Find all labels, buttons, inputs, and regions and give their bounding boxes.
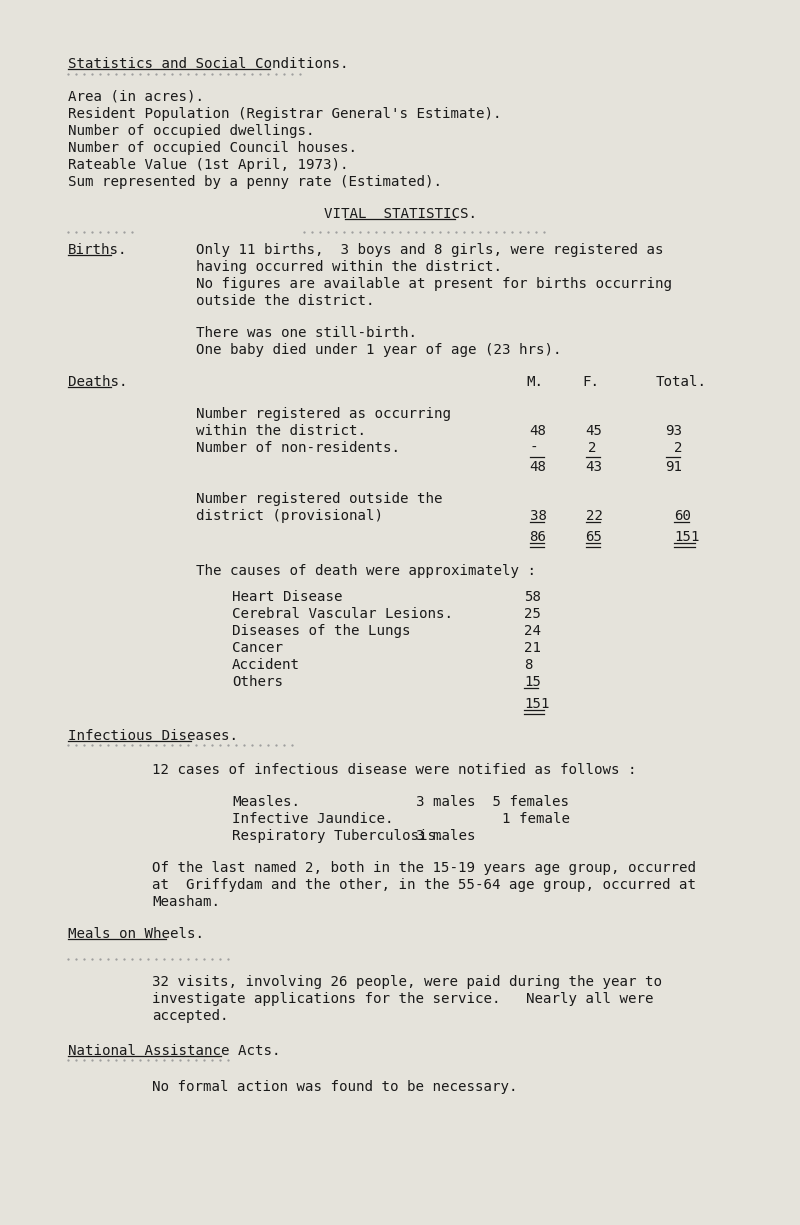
Text: 86: 86	[530, 530, 546, 544]
Text: within the district.: within the district.	[196, 424, 366, 439]
Text: Rateable Value (1st April, 1973).: Rateable Value (1st April, 1973).	[68, 158, 349, 172]
Text: The causes of death were approximately :: The causes of death were approximately :	[196, 564, 536, 578]
Text: Diseases of the Lungs: Diseases of the Lungs	[232, 624, 410, 638]
Text: 91: 91	[666, 461, 682, 474]
Text: Number registered outside the: Number registered outside the	[196, 492, 442, 506]
Text: Number registered as occurring: Number registered as occurring	[196, 407, 451, 421]
Text: district (provisional): district (provisional)	[196, 510, 383, 523]
Text: outside the district.: outside the district.	[196, 294, 374, 307]
Text: Statistics and Social Conditions.: Statistics and Social Conditions.	[68, 58, 349, 71]
Text: VITAL  STATISTICS.: VITAL STATISTICS.	[323, 207, 477, 220]
Text: F.: F.	[582, 375, 599, 390]
Text: Number of occupied Council houses.: Number of occupied Council houses.	[68, 141, 357, 156]
Text: 45: 45	[586, 424, 602, 439]
Text: Sum represented by a penny rate (Estimated).: Sum represented by a penny rate (Estimat…	[68, 175, 442, 189]
Text: 93: 93	[666, 424, 682, 439]
Text: at  Griffydam and the other, in the 55-64 age group, occurred at: at Griffydam and the other, in the 55-64…	[152, 878, 696, 892]
Text: 48: 48	[530, 461, 546, 474]
Text: No formal action was found to be necessary.: No formal action was found to be necessa…	[152, 1080, 518, 1094]
Text: Measham.: Measham.	[152, 895, 220, 909]
Text: -: -	[530, 441, 538, 454]
Text: Infective Jaundice.: Infective Jaundice.	[232, 812, 394, 826]
Text: 32 visits, involving 26 people, were paid during the year to: 32 visits, involving 26 people, were pai…	[152, 975, 662, 989]
Text: 21: 21	[524, 641, 541, 655]
Text: Respiratory Tuberculosis.: Respiratory Tuberculosis.	[232, 829, 445, 843]
Text: Accident: Accident	[232, 658, 300, 673]
Text: 58: 58	[524, 590, 541, 604]
Text: Deaths.: Deaths.	[68, 375, 127, 390]
Text: Total.: Total.	[656, 375, 707, 390]
Text: 22: 22	[586, 510, 602, 523]
Text: 1 female: 1 female	[502, 812, 570, 826]
Text: Meals on Wheels.: Meals on Wheels.	[68, 927, 204, 941]
Text: 38: 38	[530, 510, 546, 523]
Text: Measles.: Measles.	[232, 795, 300, 808]
Text: 25: 25	[524, 608, 541, 621]
Text: 2: 2	[674, 441, 683, 454]
Text: 60: 60	[674, 510, 691, 523]
Text: Infectious Diseases.: Infectious Diseases.	[68, 729, 238, 744]
Text: Cancer: Cancer	[232, 641, 283, 655]
Text: 151: 151	[674, 530, 700, 544]
Text: Cerebral Vascular Lesions.: Cerebral Vascular Lesions.	[232, 608, 453, 621]
Text: Resident Population (Registrar General's Estimate).: Resident Population (Registrar General's…	[68, 107, 502, 121]
Text: Heart Disease: Heart Disease	[232, 590, 342, 604]
Text: Births.: Births.	[68, 243, 127, 257]
Text: No figures are available at present for births occurring: No figures are available at present for …	[196, 277, 672, 292]
Text: 8: 8	[524, 658, 533, 673]
Text: 48: 48	[530, 424, 546, 439]
Text: having occurred within the district.: having occurred within the district.	[196, 260, 502, 274]
Text: There was one still-birth.: There was one still-birth.	[196, 326, 417, 341]
Text: investigate applications for the service.   Nearly all were: investigate applications for the service…	[152, 992, 654, 1006]
Text: M.: M.	[526, 375, 543, 390]
Text: 151: 151	[524, 697, 550, 710]
Text: Only 11 births,  3 boys and 8 girls, were registered as: Only 11 births, 3 boys and 8 girls, were…	[196, 243, 663, 257]
Text: Of the last named 2, both in the 15-19 years age group, occurred: Of the last named 2, both in the 15-19 y…	[152, 861, 696, 875]
Text: 15: 15	[524, 675, 541, 688]
Text: One baby died under 1 year of age (23 hrs).: One baby died under 1 year of age (23 hr…	[196, 343, 562, 356]
Text: Number of occupied dwellings.: Number of occupied dwellings.	[68, 124, 314, 138]
Text: National Assistance Acts.: National Assistance Acts.	[68, 1044, 281, 1058]
Text: 2: 2	[588, 441, 597, 454]
Text: 65: 65	[586, 530, 602, 544]
Text: Area (in acres).: Area (in acres).	[68, 89, 204, 104]
Text: 12 cases of infectious disease were notified as follows :: 12 cases of infectious disease were noti…	[152, 763, 637, 777]
Text: 24: 24	[524, 624, 541, 638]
Text: Others: Others	[232, 675, 283, 688]
Text: Number of non-residents.: Number of non-residents.	[196, 441, 400, 454]
Text: 43: 43	[586, 461, 602, 474]
Text: 3 males: 3 males	[416, 829, 475, 843]
Text: 3 males  5 females: 3 males 5 females	[416, 795, 569, 808]
Text: accepted.: accepted.	[152, 1009, 229, 1023]
